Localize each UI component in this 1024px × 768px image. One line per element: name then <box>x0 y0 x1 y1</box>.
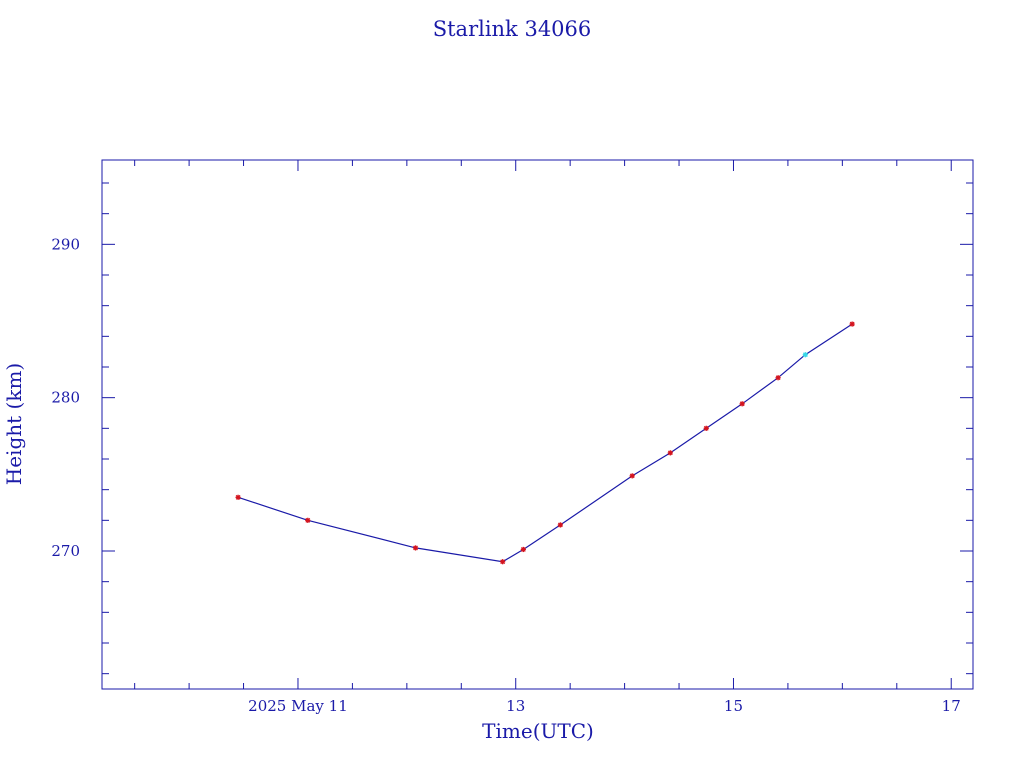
marker-stroke <box>667 450 673 456</box>
y-axis-label: Height (km) <box>2 363 26 485</box>
marker-stroke <box>849 321 855 327</box>
x-tick-label: 15 <box>724 697 743 715</box>
y-tick-label: 280 <box>51 389 80 407</box>
data-point <box>520 546 526 553</box>
chart-title: Starlink 34066 <box>433 17 592 41</box>
plot-frame <box>101 159 974 690</box>
marker-stroke <box>739 401 745 407</box>
data-point <box>703 425 709 431</box>
marker-stroke <box>629 473 635 479</box>
marker-stroke <box>775 375 781 381</box>
x-tick-label: 13 <box>506 697 525 715</box>
x-tick-label: 2025 May 11 <box>248 697 348 715</box>
y-tick-label: 270 <box>51 542 80 560</box>
marker-stroke <box>413 545 418 551</box>
marker-stroke <box>557 522 563 528</box>
marker-stroke <box>802 352 808 358</box>
data-point <box>739 401 745 407</box>
highlighted-data-point <box>802 352 808 358</box>
axis-tick-labels: 2025 May 11 13 15 17 270 280 290 <box>51 235 960 715</box>
data-point <box>235 494 241 500</box>
series-group <box>235 321 855 565</box>
marker-stroke <box>235 494 241 500</box>
series-line <box>237 323 853 563</box>
marker-stroke <box>305 517 311 523</box>
data-point <box>500 559 506 565</box>
data-point <box>412 545 419 551</box>
data-point <box>849 321 855 327</box>
y-tick-label: 290 <box>51 235 80 253</box>
marker-stroke <box>500 559 506 565</box>
axis-ticks <box>102 160 973 689</box>
data-point <box>557 522 563 528</box>
data-point <box>305 517 311 523</box>
data-point <box>667 450 673 456</box>
data-point <box>775 375 781 381</box>
marker-stroke <box>520 547 526 552</box>
x-axis-label: Time(UTC) <box>482 719 594 743</box>
data-point <box>629 473 635 479</box>
marker-stroke <box>703 425 709 431</box>
x-tick-label: 17 <box>942 697 961 715</box>
